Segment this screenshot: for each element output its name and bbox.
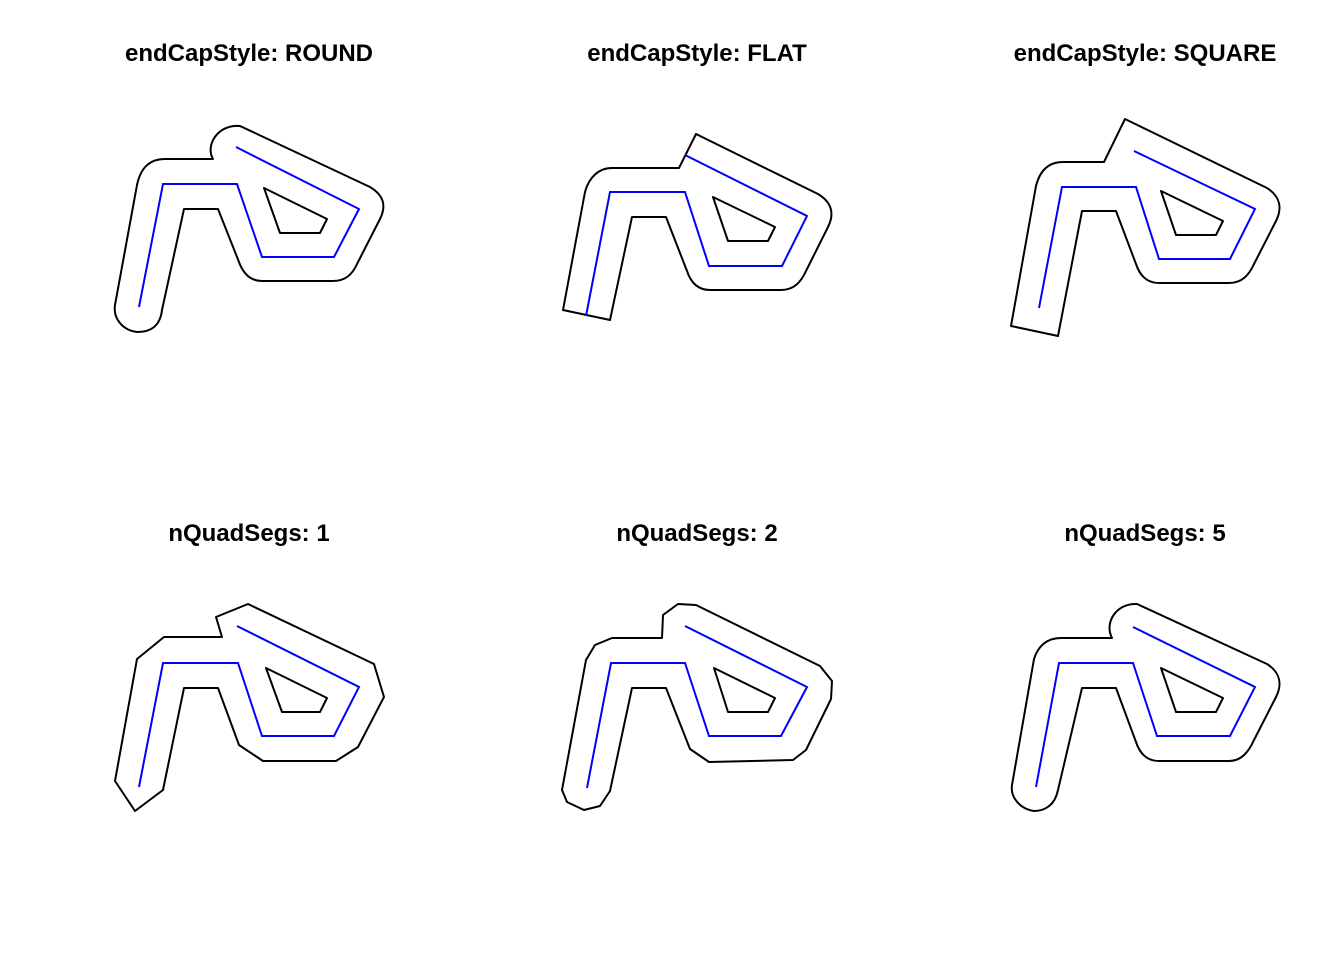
panel-title: nQuadSegs: 1	[168, 520, 329, 547]
input-line	[1038, 150, 1257, 309]
panel-endcap-round: endCapStyle: ROUND	[113, 40, 385, 333]
input-line	[138, 146, 361, 308]
buffer-outline	[562, 133, 833, 321]
panel-title: endCapStyle: FLAT	[587, 40, 807, 67]
buffer-hole	[712, 196, 776, 242]
buffer-outline	[114, 603, 385, 812]
buffer-outline	[113, 124, 385, 333]
buffer-hole	[713, 667, 776, 713]
buffer-outline	[561, 603, 833, 811]
panel-endcap-flat: endCapStyle: FLAT	[562, 40, 833, 321]
buffer-hole	[265, 667, 328, 713]
panel-nquadsegs-1: nQuadSegs: 1	[114, 520, 385, 812]
input-line	[1035, 626, 1257, 788]
buffer-outline	[1010, 602, 1281, 812]
panel-nquadsegs-2: nQuadSegs: 2	[561, 520, 833, 811]
panel-title: endCapStyle: ROUND	[125, 40, 373, 67]
input-line	[138, 625, 361, 788]
input-line	[585, 154, 809, 317]
panel-title: endCapStyle: SQUARE	[1014, 40, 1277, 67]
buffer-hole	[263, 187, 328, 234]
panel-nquadsegs-5: nQuadSegs: 5	[1010, 520, 1281, 812]
panel-endcap-square: endCapStyle: SQUARE	[1010, 40, 1281, 337]
panel-title: nQuadSegs: 5	[1064, 520, 1225, 547]
buffer-hole	[1160, 190, 1224, 236]
panel-title: nQuadSegs: 2	[616, 520, 777, 547]
buffer-outline	[1010, 118, 1281, 337]
input-line	[586, 625, 809, 789]
buffer-hole	[1160, 667, 1224, 713]
